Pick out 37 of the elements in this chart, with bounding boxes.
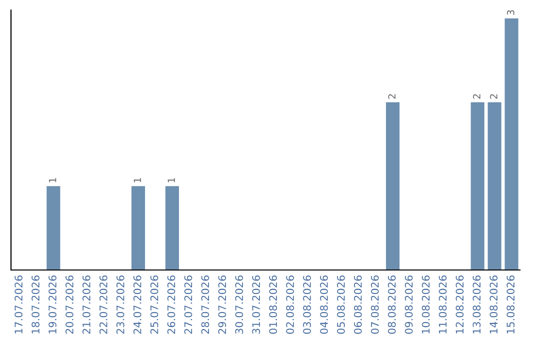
x-tick-label: 08.08.2026 (388, 276, 396, 334)
x-tick-label: 13.08.2026 (472, 276, 481, 334)
data-label: 2 (473, 94, 480, 99)
x-tick-label: 12.08.2026 (456, 276, 464, 334)
data-label: 2 (388, 94, 396, 99)
x-tick-label: 04.08.2026 (320, 276, 328, 334)
x-tick-label: 19.07.2026 (48, 276, 56, 334)
x-tick-label: 17.07.2026 (14, 276, 23, 334)
x-tick-label: 26.07.2026 (167, 276, 176, 334)
x-tick-label: 02.08.2026 (286, 276, 294, 334)
x-tick-label: 30.07.2026 (235, 276, 244, 334)
x-tick-label: 03.08.2026 (303, 276, 311, 334)
x-tick-label: 21.07.2026 (82, 276, 90, 334)
x-tick-label: 06.08.2026 (354, 276, 362, 334)
x-tick-label: 11.08.2026 (438, 276, 447, 334)
x-tick-label: 18.07.2026 (32, 276, 40, 334)
x-tick-label: 27.07.2026 (184, 276, 192, 334)
x-tick-label: 10.08.2026 (422, 276, 430, 334)
x-tick-label: 25.07.2026 (150, 276, 158, 334)
x-tick-label: 07.08.2026 (370, 276, 379, 334)
x-tick-label: 09.08.2026 (404, 276, 413, 334)
x-tick-label: 23.07.2026 (116, 276, 124, 334)
data-label: 1 (134, 178, 141, 182)
x-tick-label: 20.07.2026 (66, 276, 74, 334)
data-label: 3 (506, 10, 514, 15)
x-tick-label: 05.08.2026 (336, 276, 345, 334)
x-tick-label: 01.08.2026 (269, 276, 278, 334)
x-tick-label: 29.07.2026 (218, 276, 226, 334)
x-tick-label: 31.07.2026 (252, 276, 260, 334)
data-label: 1 (168, 178, 175, 182)
x-tick-label: 14.08.2026 (490, 276, 498, 334)
x-tick-label: 28.07.2026 (201, 276, 210, 334)
x-tick-label: 24.07.2026 (133, 276, 142, 334)
x-tick-label: 22.07.2026 (99, 276, 108, 334)
data-label: 1 (49, 178, 56, 182)
x-tick-label: 15.08.2026 (506, 276, 515, 334)
data-label: 2 (490, 94, 498, 99)
